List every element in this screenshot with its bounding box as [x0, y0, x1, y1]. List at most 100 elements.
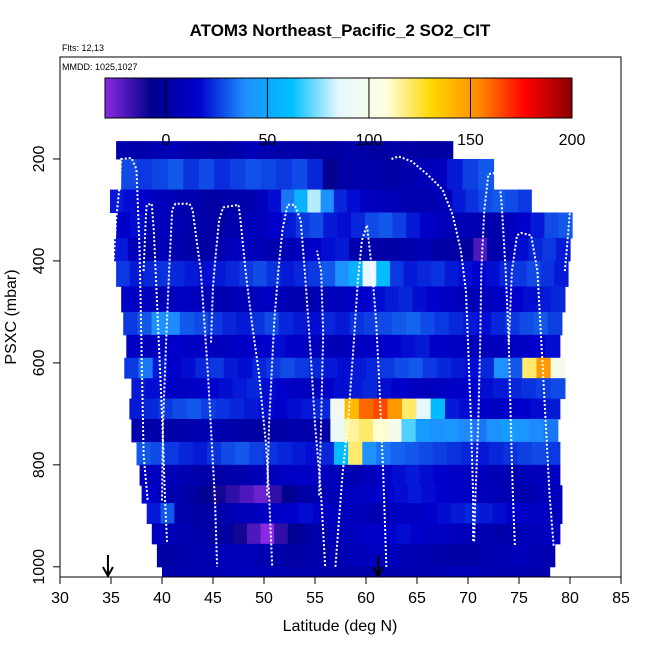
- heatmap-cell: [400, 334, 416, 359]
- heatmap-cell: [199, 543, 215, 568]
- heatmap-cell: [274, 523, 289, 545]
- heatmap-cell: [148, 141, 165, 160]
- heatmap-cell: [446, 441, 462, 466]
- heatmap-cell: [260, 158, 277, 191]
- heatmap-cell: [333, 189, 348, 213]
- heatmap-cell: [358, 398, 374, 420]
- heatmap-layers: [109, 141, 573, 577]
- heatmap-cell: [283, 566, 308, 577]
- heatmap-cell: [387, 398, 403, 420]
- heatmap-cell: [123, 311, 138, 336]
- heatmap-cell: [544, 212, 559, 239]
- heatmap-cell: [556, 237, 571, 262]
- heatmap-cell: [461, 464, 477, 486]
- heatmap-cell: [425, 189, 440, 213]
- heatmap-cell: [166, 357, 182, 379]
- heatmap-cell: [403, 260, 418, 287]
- heatmap-cell: [271, 503, 286, 524]
- heatmap-cell: [477, 485, 493, 504]
- heatmap-cell: [459, 398, 475, 420]
- heatmap-cell: [398, 286, 413, 313]
- heatmap-cell: [280, 357, 296, 379]
- heatmap-cell: [291, 441, 307, 466]
- heatmap-cell: [184, 334, 200, 359]
- heatmap-cell: [421, 485, 437, 504]
- flight-profile-line: [266, 203, 327, 567]
- heatmap-cell: [390, 441, 406, 466]
- heatmap-cell: [505, 523, 520, 545]
- heatmap-cell: [377, 311, 393, 336]
- heatmap-cell: [195, 464, 211, 486]
- heatmap-cell: [308, 141, 326, 160]
- heatmap-cell: [181, 357, 196, 379]
- heatmap-cell: [313, 543, 328, 568]
- heatmap-cell: [132, 141, 149, 160]
- heatmap-cell: [155, 237, 170, 262]
- heatmap-cell: [153, 464, 169, 486]
- heatmap-cell: [165, 311, 181, 336]
- heatmap-cell: [258, 566, 284, 577]
- heatmap-cell: [224, 237, 240, 262]
- heatmap-cell: [109, 189, 124, 213]
- heatmap-cell: [188, 418, 204, 443]
- heatmap-cell: [213, 334, 229, 359]
- heatmap-cell: [517, 464, 533, 486]
- heatmap-cell: [228, 141, 245, 160]
- heatmap-cell: [176, 286, 192, 313]
- x-tick-label: 60: [357, 590, 375, 607]
- heatmap-cell: [277, 441, 293, 466]
- heatmap-cell: [452, 189, 467, 213]
- heatmap-cell: [534, 503, 549, 524]
- heatmap-cell: [348, 441, 363, 466]
- heatmap-cell: [334, 441, 349, 466]
- heatmap-cell: [410, 523, 425, 545]
- heatmap-cell: [465, 357, 481, 379]
- heatmap-cell: [281, 189, 295, 213]
- heatmap-cell: [376, 260, 391, 287]
- heatmap-cell: [488, 398, 504, 420]
- x-tick-label: 50: [255, 590, 273, 607]
- flight-profiles: [112, 155, 571, 567]
- heatmap-cell: [212, 212, 228, 239]
- x-tick-label: 40: [153, 590, 171, 607]
- heatmap-cell: [475, 212, 490, 239]
- heatmap-cell: [465, 189, 480, 213]
- heatmap-cell: [348, 378, 364, 400]
- heatmap-cell: [358, 418, 374, 443]
- heatmap-cell: [156, 543, 172, 568]
- flight-profile-line: [161, 202, 219, 567]
- x-tick-label: 35: [102, 590, 120, 607]
- heatmap-cell: [309, 212, 324, 239]
- colorbar-tick-label: 200: [559, 132, 586, 149]
- heatmap-cell: [164, 141, 181, 160]
- heatmap-cell: [386, 334, 402, 359]
- heatmap-cell: [131, 418, 147, 443]
- heatmap-cell: [323, 485, 339, 504]
- heatmap-cell: [384, 158, 402, 191]
- heatmap-cell: [483, 543, 499, 568]
- heatmap-cell: [542, 237, 557, 262]
- heatmap-cell: [518, 189, 532, 213]
- heatmap-cell: [192, 441, 208, 466]
- heatmap-cell: [432, 441, 448, 466]
- flights-annotation: Flts: 12,13: [62, 43, 104, 53]
- heatmap-cell: [437, 523, 452, 545]
- heatmap-cell: [293, 237, 309, 262]
- heatmap-cell: [256, 334, 272, 359]
- heatmap-cell: [436, 141, 454, 160]
- heatmap-cell: [337, 357, 353, 379]
- heatmap-cell: [294, 357, 310, 379]
- heatmap-cell: [219, 523, 234, 545]
- heatmap-cell: [349, 311, 365, 336]
- heatmap-cell: [446, 158, 464, 191]
- heatmap-cell: [266, 260, 282, 287]
- heatmap-cell: [322, 158, 339, 191]
- heatmap-cell: [260, 523, 275, 545]
- heatmap-cell: [463, 378, 479, 400]
- heatmap-cell: [129, 260, 145, 287]
- heatmap-cell: [298, 503, 314, 524]
- heatmap-cell: [218, 378, 234, 400]
- heatmap-cell: [509, 286, 524, 313]
- heatmap-cell: [516, 398, 532, 420]
- heatmap-cell: [236, 311, 252, 336]
